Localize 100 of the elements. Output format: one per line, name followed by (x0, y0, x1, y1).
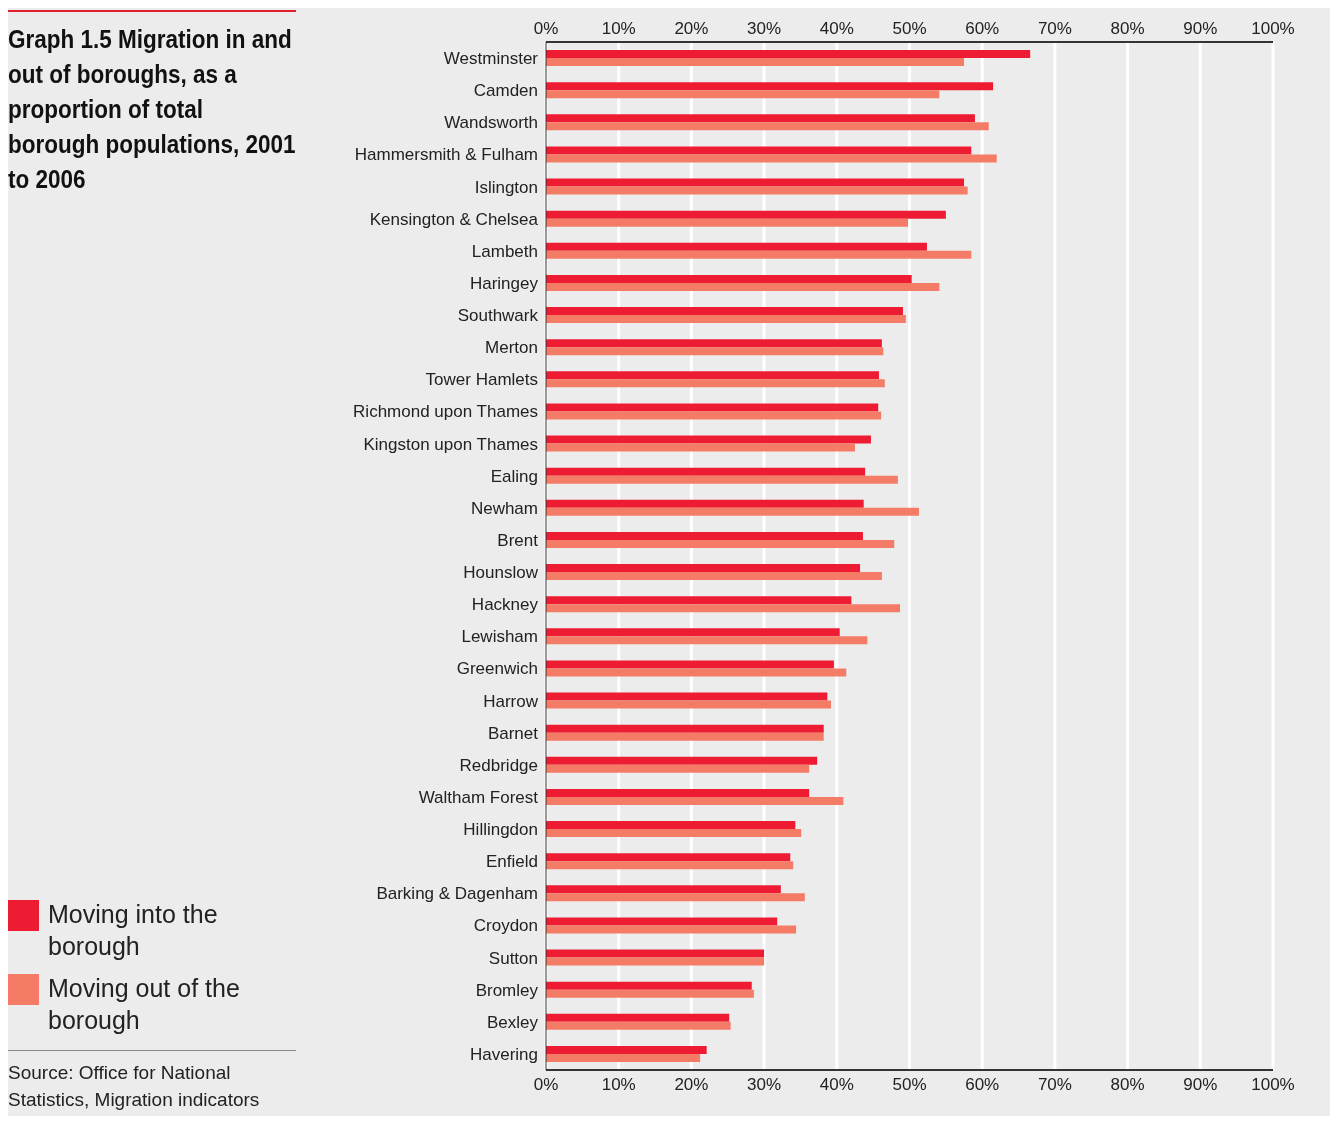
x-tick-label: 70% (1037, 1075, 1072, 1095)
bar (546, 821, 796, 829)
bar (546, 90, 940, 99)
bar (546, 957, 765, 966)
y-tick-label: Bromley (475, 980, 539, 1000)
bar (546, 82, 994, 91)
y-tick-label: Hammersmith & Fulham (354, 145, 538, 165)
bar (546, 539, 895, 548)
y-tick-label: Westminster (443, 49, 539, 69)
x2-tick-label: 20% (674, 19, 709, 38)
bar (546, 1053, 701, 1062)
bar (546, 788, 810, 797)
y-tick-label: Camden (473, 81, 538, 101)
x2-tick-label: 60% (965, 19, 1000, 38)
bar (546, 572, 882, 580)
bar (546, 122, 989, 131)
bar (546, 218, 909, 227)
bar (546, 829, 802, 837)
bar (546, 403, 879, 412)
bar (546, 596, 852, 605)
y-tick-label: Waltham Forest (418, 787, 539, 807)
bar (546, 114, 975, 123)
y-tick-label: Bexley (486, 1012, 539, 1032)
bar (546, 531, 863, 540)
y-tick-label: Hillingdon (463, 820, 538, 840)
y-tick-label: Havering (469, 1044, 538, 1064)
y-tick-label: Hackney (471, 595, 539, 615)
bar (546, 315, 906, 323)
bar (546, 274, 912, 283)
bar (546, 58, 965, 66)
y-tick-label: Kingston upon Thames (363, 434, 538, 454)
x2-tick-label: 10% (601, 19, 636, 38)
bar (546, 507, 919, 516)
bar (546, 250, 972, 259)
bar (546, 371, 879, 380)
y-tick-label: Ealing (490, 466, 538, 486)
x-tick-label: 50% (892, 1075, 927, 1095)
bar (546, 154, 997, 163)
bar (546, 146, 972, 155)
bar (546, 668, 847, 677)
bar (546, 347, 884, 356)
bar (546, 443, 855, 452)
y-tick-label: Greenwich (456, 659, 538, 679)
bar (546, 307, 903, 315)
y-tick-label: Lambeth (471, 241, 538, 261)
bar (546, 692, 828, 701)
bar (546, 1013, 730, 1022)
bar (546, 949, 765, 958)
bar (546, 210, 946, 219)
bar (546, 467, 866, 476)
bar (546, 861, 794, 870)
bar (546, 764, 810, 773)
y-tick-label: Sutton (488, 948, 538, 968)
x2-tick-label: 40% (819, 19, 854, 38)
x-tick-label: 60% (965, 1075, 1000, 1095)
bar (546, 853, 791, 862)
bar (546, 379, 885, 388)
x-tick-label: 0% (533, 1075, 559, 1095)
y-tick-label: Richmond upon Thames (353, 402, 538, 422)
bar (546, 564, 861, 572)
bar (546, 700, 831, 709)
y-tick-label: Barnet (487, 723, 539, 743)
legend-label: Moving into the borough (48, 899, 219, 962)
bar (546, 917, 778, 926)
bar (546, 1021, 731, 1030)
x-tick-label: 30% (747, 1075, 782, 1095)
source-note: Source: Office for National Statistics, Migration indicators (8, 1050, 296, 1113)
y-tick-label: Barking & Dagenham (376, 884, 538, 904)
x-tick-label: 80% (1110, 1075, 1145, 1095)
x2-tick-label: 30% (747, 19, 782, 38)
bar (546, 981, 752, 990)
bar (546, 796, 844, 805)
y-tick-label: Islington (474, 177, 538, 197)
y-tick-label: Southwark (457, 306, 539, 326)
y-tick-label: Enfield (486, 852, 538, 872)
x-tick-label: 40% (819, 1075, 854, 1095)
bar (546, 282, 940, 291)
bar (546, 885, 781, 894)
bar (546, 732, 824, 741)
y-tick-label: Redbridge (459, 755, 538, 775)
bar (546, 242, 927, 251)
x2-tick-label: 90% (1183, 19, 1218, 38)
bar (546, 50, 1031, 58)
x-tick-label: 10% (601, 1075, 636, 1095)
bar (546, 756, 818, 765)
y-tick-label: Harrow (483, 691, 539, 711)
x2-tick-label: 100% (1251, 19, 1295, 38)
x2-tick-label: 50% (892, 19, 927, 38)
bar (546, 925, 797, 934)
x2-tick-label: 70% (1037, 19, 1072, 38)
y-tick-label: Brent (497, 530, 539, 550)
bar (546, 989, 754, 998)
bar (546, 435, 871, 444)
bar (546, 411, 882, 420)
x-tick-label: 90% (1183, 1075, 1218, 1095)
y-tick-label: Haringey (469, 273, 539, 293)
x2-tick-label: 0% (533, 19, 559, 38)
x2-tick-label: 80% (1110, 19, 1145, 38)
y-tick-label: Merton (485, 338, 538, 358)
bar (546, 628, 840, 637)
